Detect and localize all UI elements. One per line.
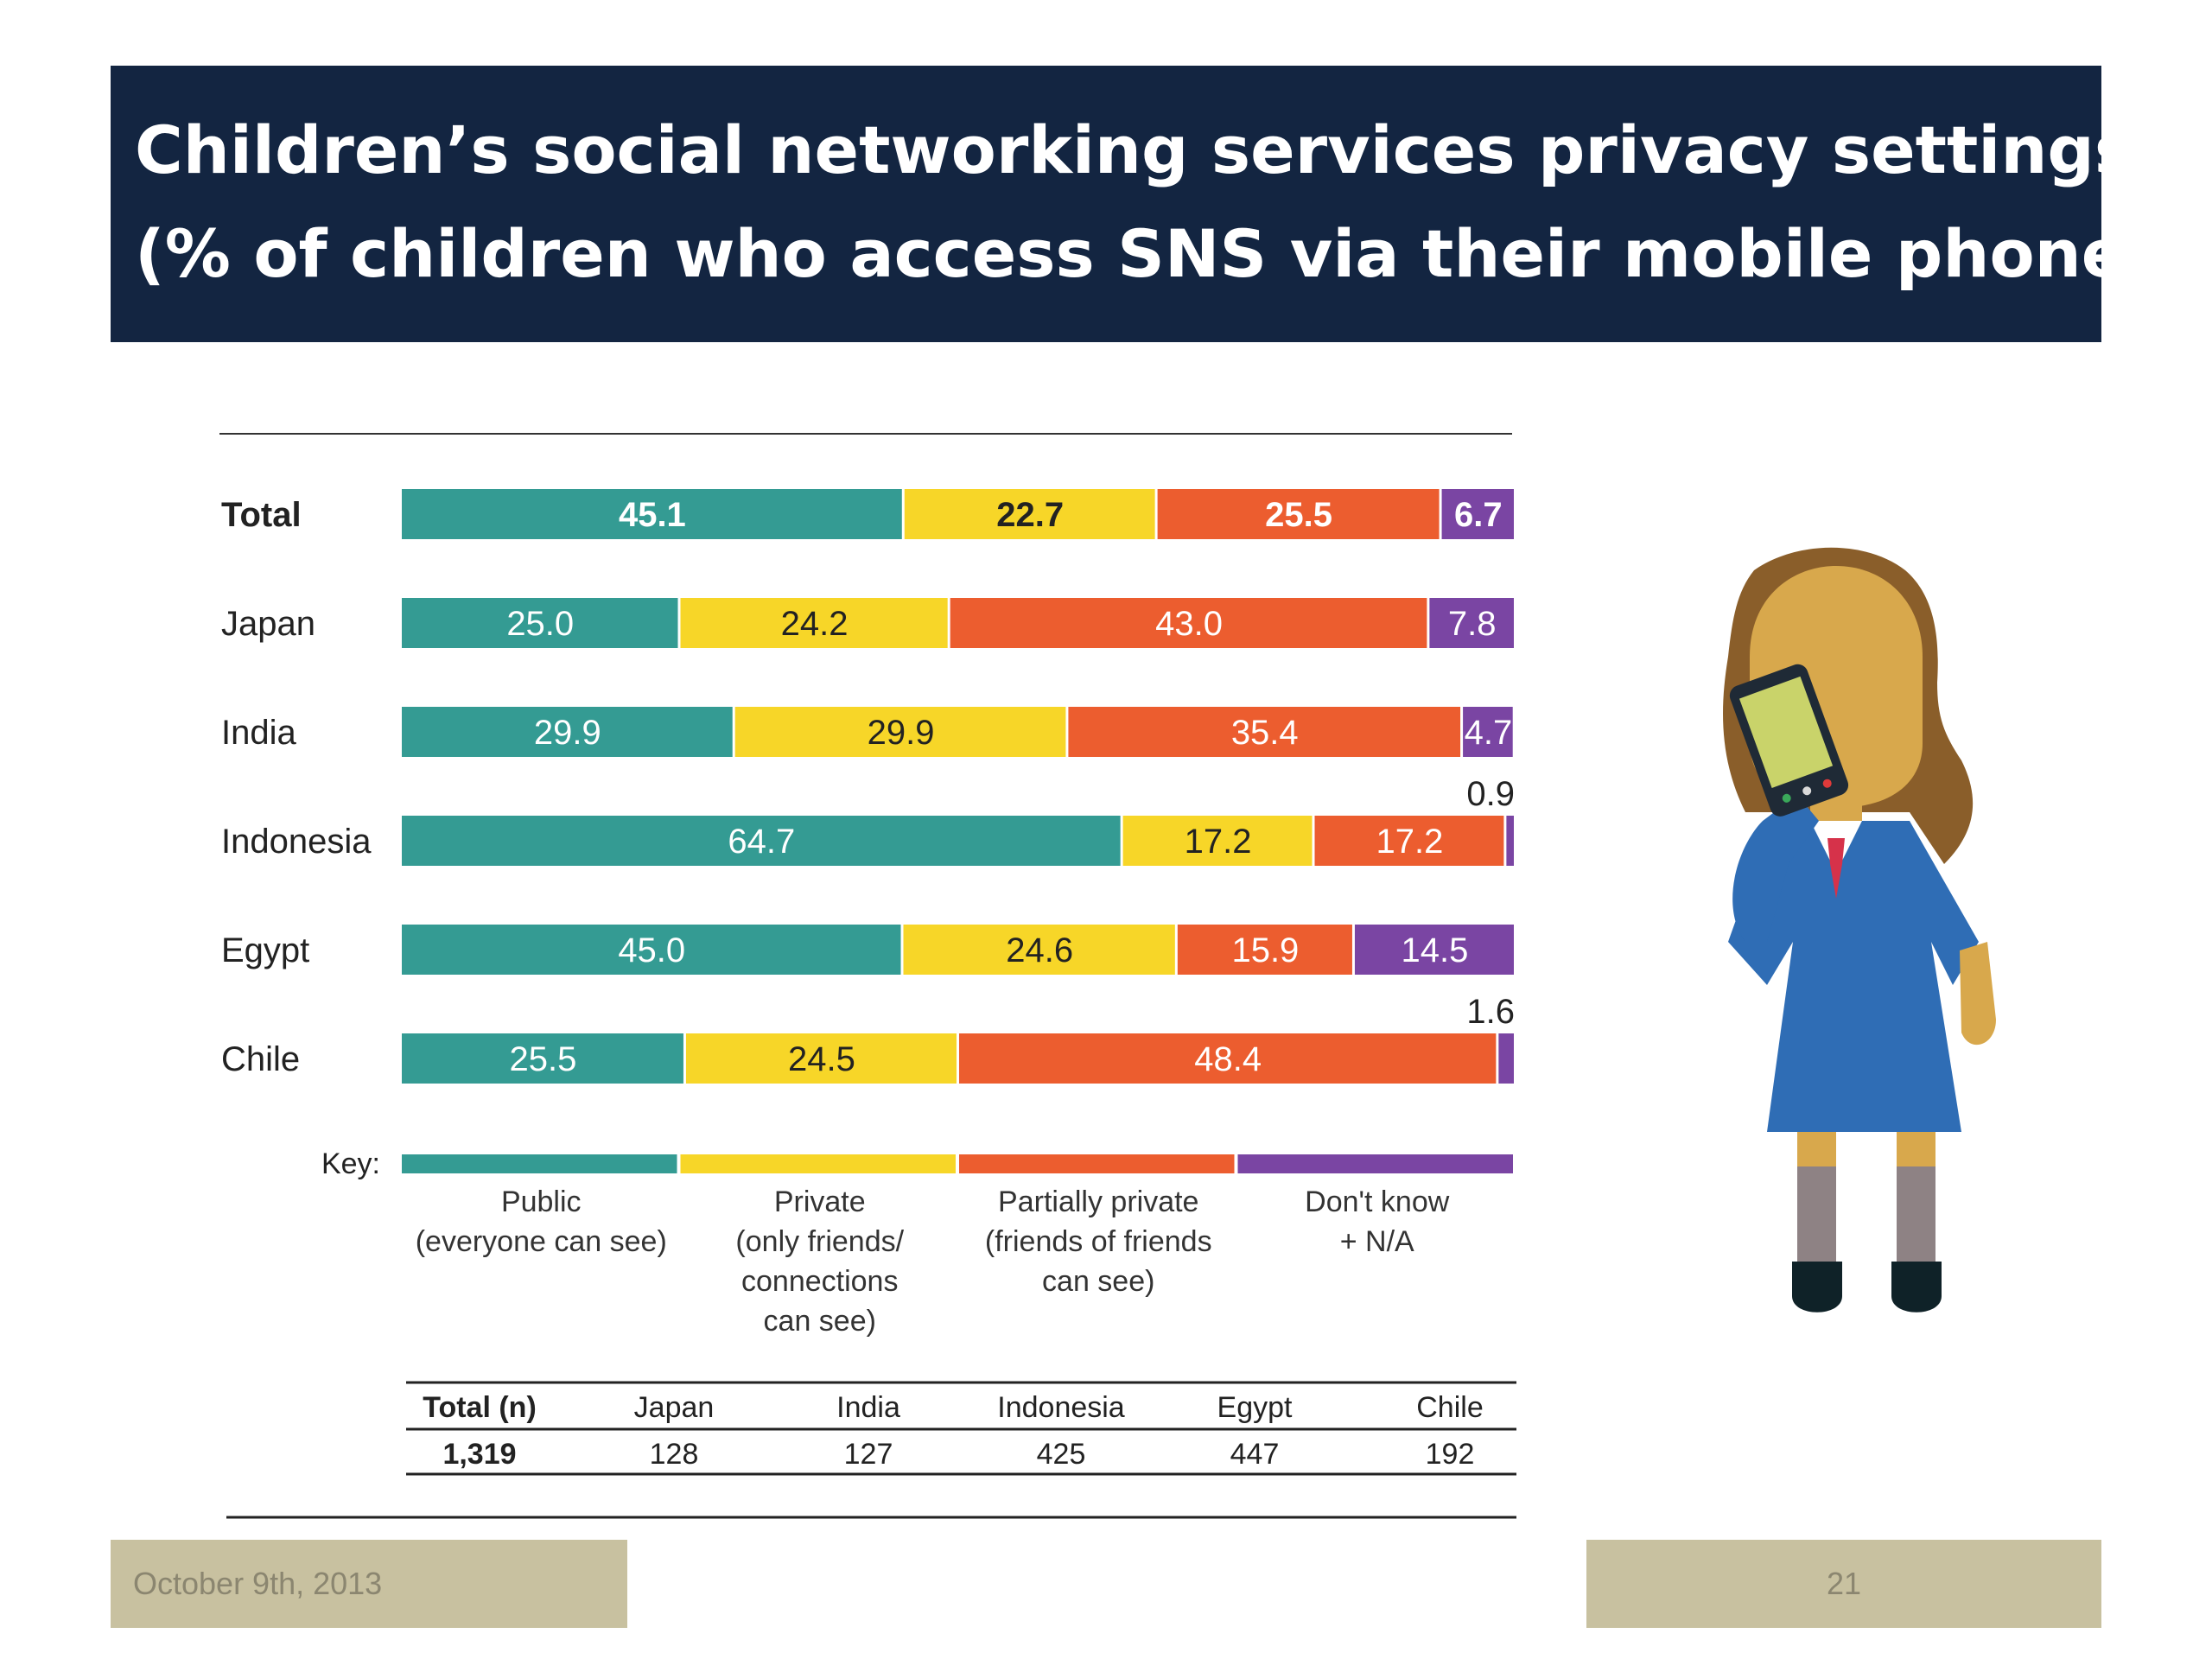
table-value-6: 192 — [1426, 1438, 1475, 1471]
key-text-2-2: (only friends/ — [735, 1225, 904, 1258]
table-value-1: 1,319 — [442, 1438, 516, 1471]
value-label-egypt-1: 45.0 — [618, 931, 685, 969]
value-label-total-3: 25.5 — [1265, 496, 1332, 534]
bar-japan-series-3 — [950, 598, 1427, 648]
title-banner: Children’s social networking services pr… — [111, 66, 2157, 342]
table-value-2: 128 — [650, 1438, 699, 1471]
value-label-india-3: 35.4 — [1231, 714, 1299, 752]
table-header-3: India — [836, 1391, 900, 1424]
table-header-6: Chile — [1416, 1391, 1483, 1424]
bar-japan-series-2 — [680, 598, 948, 648]
girl-on-phone-icon — [1616, 536, 2031, 1335]
key-swatch-1 — [402, 1154, 677, 1173]
value-label-egypt-3: 15.9 — [1231, 931, 1299, 969]
value-label-japan-2: 24.2 — [781, 605, 849, 643]
key-text-3-3: can see) — [1042, 1265, 1154, 1298]
key-text-2-1: Private — [774, 1185, 866, 1218]
key-text-1-1: Public — [501, 1185, 582, 1218]
bar-india-series-3 — [1068, 707, 1461, 757]
bar-india-series-1 — [402, 707, 733, 757]
table-value-5: 447 — [1230, 1438, 1280, 1471]
bar-chile-series-3 — [959, 1033, 1497, 1084]
value-label-chile-2: 24.5 — [788, 1040, 855, 1078]
value-label-indonesia-3: 17.2 — [1376, 823, 1444, 861]
value-label-chile-4: 1.6 — [1466, 993, 1515, 1031]
footer-date: October 9th, 2013 — [111, 1540, 627, 1628]
key-text-4-1: Don't know — [1305, 1185, 1450, 1218]
value-label-japan-4: 7.8 — [1448, 605, 1497, 643]
bar-total-series-3 — [1157, 489, 1440, 539]
bar-japan-series-1 — [402, 598, 678, 648]
bar-egypt-series-4 — [1354, 925, 1514, 975]
bar-egypt-series-2 — [903, 925, 1175, 975]
value-label-total-4: 6.7 — [1454, 496, 1503, 534]
category-label-total: Total — [221, 496, 302, 534]
bar-india-series-4 — [1463, 707, 1513, 757]
key-label: Key: — [321, 1147, 380, 1180]
bar-chile-series-2 — [685, 1033, 957, 1084]
bar-total-series-4 — [1441, 489, 1514, 539]
category-label-chile: Chile — [221, 1040, 300, 1078]
bar-indonesia-series-3 — [1314, 816, 1504, 866]
table-value-4: 425 — [1037, 1438, 1086, 1471]
value-label-total-1: 45.1 — [619, 496, 686, 534]
bar-indonesia-series-4 — [1506, 816, 1514, 866]
title-line-2: (% of children who access SNS via their … — [135, 215, 2157, 292]
value-label-india-1: 29.9 — [534, 714, 601, 752]
table-header-5: Egypt — [1217, 1391, 1293, 1424]
category-label-japan: Japan — [221, 605, 315, 643]
key-swatch-2 — [680, 1154, 956, 1173]
bar-india-series-2 — [734, 707, 1066, 757]
value-label-japan-1: 25.0 — [506, 605, 574, 643]
table-header-1: Total (n) — [423, 1391, 537, 1424]
bar-indonesia-series-1 — [402, 816, 1121, 866]
value-label-india-4: 4.7 — [1465, 714, 1513, 752]
value-label-egypt-2: 24.6 — [1006, 931, 1073, 969]
value-label-indonesia-1: 64.7 — [728, 823, 795, 861]
value-label-chile-3: 48.4 — [1194, 1040, 1262, 1078]
bar-total-series-2 — [904, 489, 1155, 539]
key-text-3-1: Partially private — [998, 1185, 1198, 1218]
value-label-total-2: 22.7 — [996, 496, 1064, 534]
key-swatch-3 — [959, 1154, 1235, 1173]
title-line-1: Children’s social networking services pr… — [135, 111, 2134, 188]
bar-indonesia-series-2 — [1122, 816, 1313, 866]
key-text-2-4: can see) — [764, 1305, 876, 1338]
category-label-india: India — [221, 714, 296, 752]
bar-egypt-series-1 — [402, 925, 901, 975]
value-label-indonesia-2: 17.2 — [1185, 823, 1252, 861]
bar-egypt-series-3 — [1177, 925, 1352, 975]
bar-total-series-1 — [402, 489, 902, 539]
key-text-1-2: (everyone can see) — [416, 1225, 667, 1258]
key-text-4-2: + N/A — [1340, 1225, 1414, 1258]
table-header-4: Indonesia — [997, 1391, 1125, 1424]
key-text-3-2: (friends of friends — [985, 1225, 1212, 1258]
value-label-egypt-4: 14.5 — [1402, 931, 1469, 969]
value-label-japan-3: 43.0 — [1155, 605, 1223, 643]
category-label-egypt: Egypt — [221, 931, 309, 969]
category-label-indonesia: Indonesia — [221, 823, 372, 861]
bar-chile-series-4 — [1498, 1033, 1514, 1084]
key-text-2-3: connections — [741, 1265, 898, 1298]
key-swatch-4 — [1237, 1154, 1513, 1173]
value-label-india-2: 29.9 — [868, 714, 935, 752]
value-label-indonesia-4: 0.9 — [1466, 775, 1515, 813]
bar-chile-series-1 — [402, 1033, 683, 1084]
table-header-2: Japan — [634, 1391, 715, 1424]
table-value-3: 127 — [844, 1438, 893, 1471]
page-number: 21 — [1586, 1540, 2101, 1628]
value-label-chile-1: 25.5 — [510, 1040, 577, 1078]
bar-japan-series-4 — [1429, 598, 1514, 648]
